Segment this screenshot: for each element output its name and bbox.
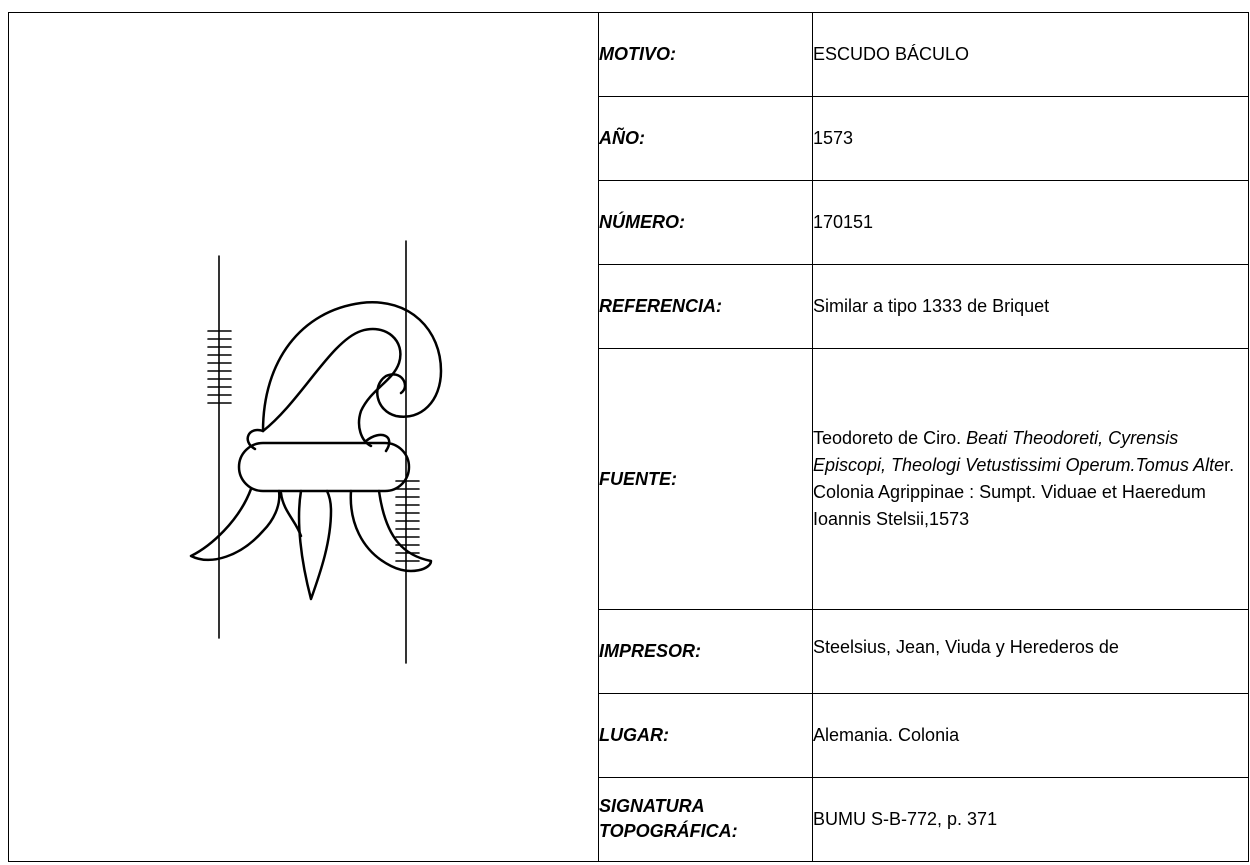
field-value: BUMU S-B-772, p. 371 <box>812 776 1249 863</box>
field-label: REFERENCIA: <box>598 264 813 350</box>
text-run-italic: Beati Theodoreti, Cyrensis Episcopi, The… <box>813 428 1225 476</box>
row: SIGNATURA TOPOGRÁFICA: BUMU S-B-772, p. … <box>9 776 1249 863</box>
field-label: MOTIVO: <box>598 11 813 98</box>
field-label: LUGAR: <box>598 692 813 778</box>
label-text: SIGNATURA TOPOGRÁFICA: <box>599 796 738 842</box>
watermark-drawing <box>189 240 443 664</box>
image-cell <box>8 12 599 862</box>
row: AÑO: 1573 <box>9 96 1249 182</box>
field-label: FUENTE: <box>598 348 813 610</box>
text-run: Teodoreto de Ciro. <box>813 428 967 449</box>
row: MOTIVO: ESCUDO BÁCULO <box>8 11 1249 862</box>
field-value: 1573 <box>812 96 1249 182</box>
field-label: AÑO: <box>598 96 813 182</box>
field-value: ESCUDO BÁCULO <box>812 11 1249 98</box>
record-table: MOTIVO: ESCUDO BÁCULO AÑO: 1573 NÚMERO: … <box>8 11 1249 863</box>
row: LUGAR: Alemania. Colonia <box>9 692 1249 778</box>
field-value: Steelsius, Jean, Viuda y Herederos de <box>812 608 1249 694</box>
row: NÚMERO: 170151 <box>9 180 1249 266</box>
field-value: Alemania. Colonia <box>812 692 1249 778</box>
field-value: Teodoreto de Ciro. Beati Theodoreti, Cyr… <box>812 348 1249 610</box>
field-value: Similar a tipo 1333 de Briquet <box>812 264 1249 350</box>
row: REFERENCIA: Similar a tipo 1333 de Briqu… <box>9 264 1249 350</box>
field-value: 170151 <box>812 180 1249 266</box>
row: FUENTE: Teodoreto de Ciro. Beati Theodor… <box>9 348 1249 610</box>
field-label: SIGNATURA TOPOGRÁFICA: <box>598 776 813 863</box>
row: IMPRESOR: Steelsius, Jean, Viuda y Hered… <box>9 608 1249 694</box>
field-label: IMPRESOR: <box>598 608 813 694</box>
text-run: r. Colonia Agrippinae : Sumpt. Viduae et… <box>813 455 1235 530</box>
field-label: NÚMERO: <box>598 180 813 266</box>
